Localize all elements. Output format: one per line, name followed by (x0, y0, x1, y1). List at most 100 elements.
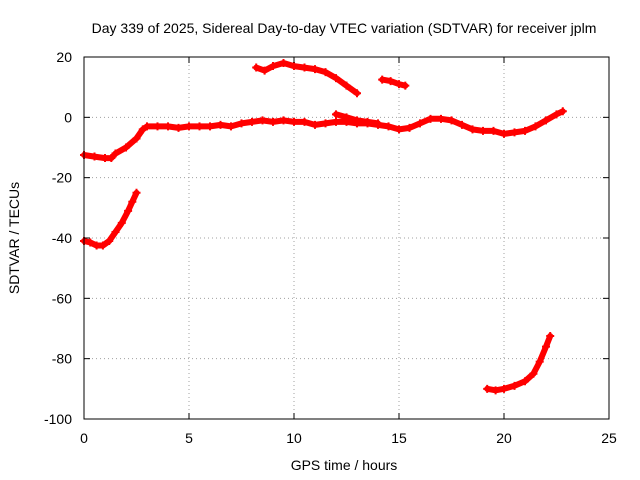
data-point (342, 81, 351, 90)
data-point (248, 117, 256, 126)
data-point (132, 188, 141, 197)
data-point (111, 149, 120, 158)
data-point (111, 227, 120, 236)
data-point (426, 114, 435, 123)
data-point (332, 110, 340, 119)
data-point (107, 154, 116, 163)
data-point (290, 117, 298, 126)
data-point (529, 369, 538, 378)
data-point (510, 381, 519, 390)
data-point (132, 134, 141, 143)
x-tick-label: 20 (496, 430, 512, 446)
data-series (80, 59, 567, 395)
data-point (468, 125, 477, 134)
data-point (300, 63, 309, 72)
data-point (185, 122, 193, 131)
series-high-short (378, 75, 410, 90)
data-point (489, 126, 498, 135)
data-point (363, 117, 372, 126)
series-low-arc-end (483, 332, 555, 395)
data-point (500, 384, 508, 393)
data-point (542, 116, 550, 125)
data-point (447, 116, 456, 125)
data-point (117, 218, 126, 227)
series-low-arc-start (80, 188, 141, 250)
data-point (558, 107, 567, 116)
data-point (374, 119, 382, 128)
series-bump-track (332, 110, 382, 128)
data-point (86, 238, 95, 247)
data-point (552, 110, 561, 119)
data-point (237, 119, 246, 128)
y-tick-label: -80 (52, 351, 72, 367)
x-tick-label: 10 (286, 430, 302, 446)
data-point (535, 357, 544, 366)
data-point (216, 120, 225, 129)
data-point (122, 143, 130, 152)
data-point (483, 384, 492, 393)
data-point (458, 120, 466, 129)
data-point (90, 152, 99, 161)
data-point (401, 81, 410, 90)
chart-title: Day 339 of 2025, Sidereal Day-to-day VTE… (92, 20, 597, 36)
series-line (81, 189, 140, 249)
y-tick-label: 20 (56, 49, 72, 65)
data-point (311, 120, 319, 129)
data-point (290, 62, 298, 71)
data-point (98, 241, 107, 250)
data-point (321, 68, 330, 77)
x-tick-label: 25 (601, 430, 617, 446)
data-point (491, 386, 500, 395)
x-tick-label: 0 (80, 430, 88, 446)
series-main-track (80, 107, 567, 163)
data-point (437, 114, 445, 123)
data-point (521, 377, 529, 386)
x-tick-label: 15 (391, 430, 407, 446)
data-point (510, 128, 519, 137)
data-point (311, 65, 319, 74)
data-point (174, 123, 183, 132)
data-point (546, 332, 555, 341)
data-point (521, 126, 529, 135)
data-point (206, 122, 214, 131)
data-point (143, 122, 151, 131)
data-point (227, 122, 235, 131)
data-point (500, 129, 508, 138)
y-tick-label: -100 (44, 411, 72, 427)
axis-ticks: 0 5 10 15 20 25 -100 -80 -60 -40 -20 0 20 (44, 49, 617, 446)
data-point (252, 63, 261, 72)
data-point (384, 122, 393, 131)
y-tick-label: -20 (52, 170, 72, 186)
data-point (332, 74, 340, 83)
data-point (321, 119, 330, 128)
x-tick-label: 5 (185, 430, 193, 446)
x-axis-label: GPS time / hours (291, 457, 398, 473)
y-tick-label: -40 (52, 230, 72, 246)
data-point (386, 77, 395, 86)
data-point (128, 197, 137, 206)
data-point (164, 122, 172, 131)
data-point (269, 117, 277, 126)
data-point (124, 206, 133, 215)
data-point (395, 125, 403, 134)
data-point (138, 125, 147, 134)
data-point (353, 89, 361, 98)
data-point (195, 122, 204, 131)
y-axis-label: SDTVAR / TECUs (6, 182, 22, 294)
data-point (542, 342, 550, 351)
data-point (279, 59, 288, 68)
data-point (153, 122, 162, 131)
data-point (105, 237, 114, 246)
data-point (479, 126, 487, 135)
y-tick-label: 0 (64, 109, 72, 125)
series-high-arc (252, 59, 361, 98)
data-point (405, 123, 414, 132)
data-point (300, 117, 309, 126)
data-point (269, 62, 277, 71)
data-point (416, 119, 424, 128)
data-point (260, 66, 269, 75)
data-point (378, 75, 387, 84)
data-point (531, 122, 540, 131)
data-point (258, 116, 267, 125)
data-point (332, 117, 340, 126)
